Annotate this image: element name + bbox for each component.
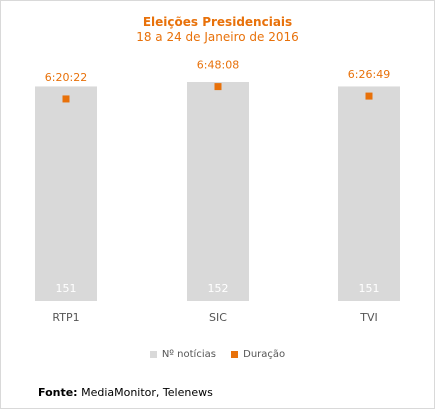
chart-title: Eleições Presidenciais: [142, 15, 293, 29]
duration-marker-tvi: [365, 92, 373, 100]
legend: Nº notícias Duração: [0, 349, 435, 361]
duration-marker-sic: [214, 83, 222, 91]
duration-label: 6:20:22: [45, 71, 87, 84]
source-label: Fonte:: [38, 386, 78, 399]
legend-swatch-marker: [231, 351, 239, 358]
source-text: MediaMonitor, Telenews: [81, 386, 213, 399]
duration-label: 6:48:08: [197, 59, 239, 72]
legend-label-noticias: Nº notícias: [161, 349, 216, 360]
duration-label: 6:26:49: [348, 68, 390, 81]
legend-item-duracao: Duração: [231, 349, 285, 360]
bar-rtp1: [35, 86, 97, 301]
chart-subtitle: 18 a 24 de Janeiro de 2016: [136, 30, 299, 44]
legend-swatch-bar: [149, 351, 157, 358]
bar-value-label: 151: [56, 282, 77, 295]
source-note: Fonte: MediaMonitor, Telenews: [38, 386, 213, 399]
bar-tvi: [338, 86, 400, 301]
x-tick-label: SIC: [209, 311, 227, 324]
bar-value-label: 151: [359, 282, 380, 295]
x-tick-label: TVI: [359, 311, 378, 324]
legend-item-noticias: Nº notícias: [149, 349, 216, 360]
legend-label-duracao: Duração: [243, 349, 286, 360]
bar-sic: [187, 82, 249, 301]
x-tick-label: RTP1: [52, 311, 79, 324]
bar-value-label: 152: [208, 282, 229, 295]
duration-marker-rtp1: [62, 95, 70, 103]
chart-plot: 151 6:20:22 RTP1 152 6:48:08 SIC 151 6:26:49 TVI: [35, 59, 400, 324]
